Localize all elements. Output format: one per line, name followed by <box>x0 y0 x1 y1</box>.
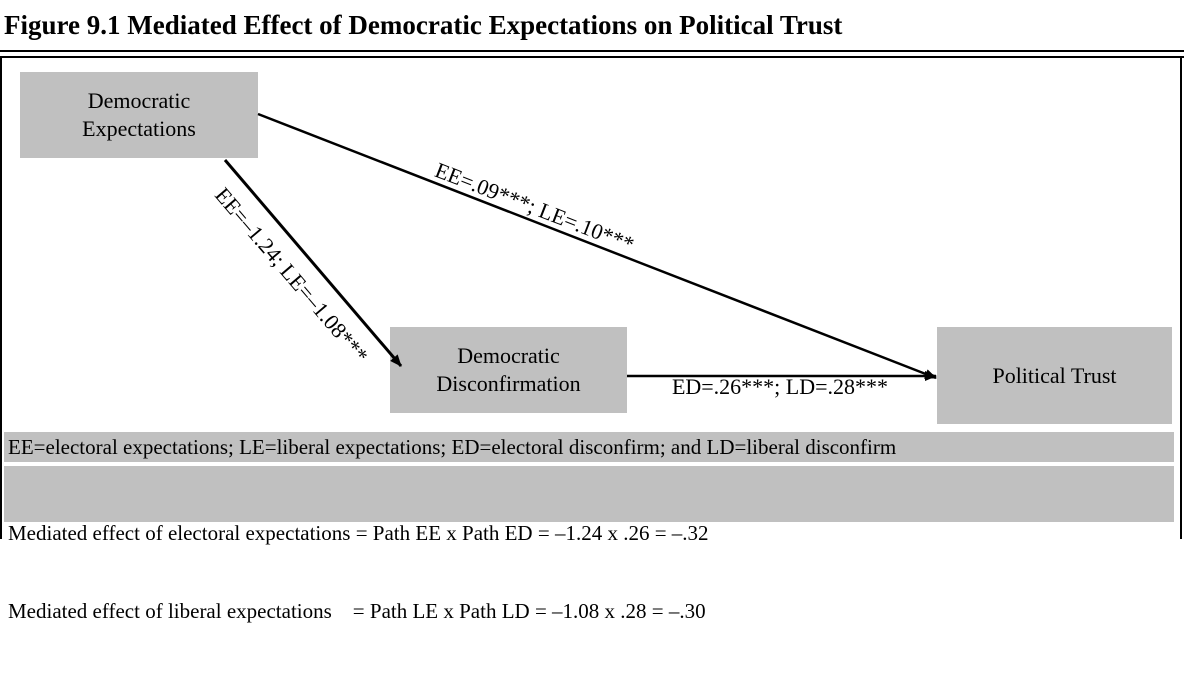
node-label: Expectations <box>82 116 196 141</box>
title-rule <box>0 56 1184 58</box>
legend-note: EE=electoral expectations; LE=liberal ex… <box>4 432 1174 462</box>
arrows: EE=.09***; LE=.10*** EE=–1.24; LE=–1.08*… <box>210 112 937 399</box>
node: Democratic Expectations <box>20 72 258 158</box>
node: Political Trust <box>937 327 1172 424</box>
node-label: Political Trust <box>992 362 1117 388</box>
node-label: Disconfirmation <box>436 371 581 396</box>
edge-label: EE=–1.24; LE=–1.08*** <box>210 183 373 368</box>
edge-label: ED=.26***; LD=.28*** <box>672 374 888 399</box>
formula-line: Mediated effect of liberal expectations … <box>8 599 706 623</box>
formula-line: Mediated effect of electoral expectation… <box>8 521 709 545</box>
node: Democratic Disconfirmation <box>390 327 627 413</box>
arrow <box>223 159 403 367</box>
title-rule <box>0 50 1184 52</box>
page: Figure 9.1 Mediated Effect of Democratic… <box>0 10 1184 623</box>
arrow <box>257 112 937 380</box>
node-label: Democratic <box>87 88 191 113</box>
formula-note: Mediated effect of electoral expectation… <box>4 466 1174 623</box>
figure-title: Figure 9.1 Mediated Effect of Democratic… <box>4 10 843 40</box>
node-label: Democratic <box>457 343 560 368</box>
frame <box>0 58 1182 539</box>
edge-label: EE=.09***; LE=.10*** <box>432 157 638 257</box>
